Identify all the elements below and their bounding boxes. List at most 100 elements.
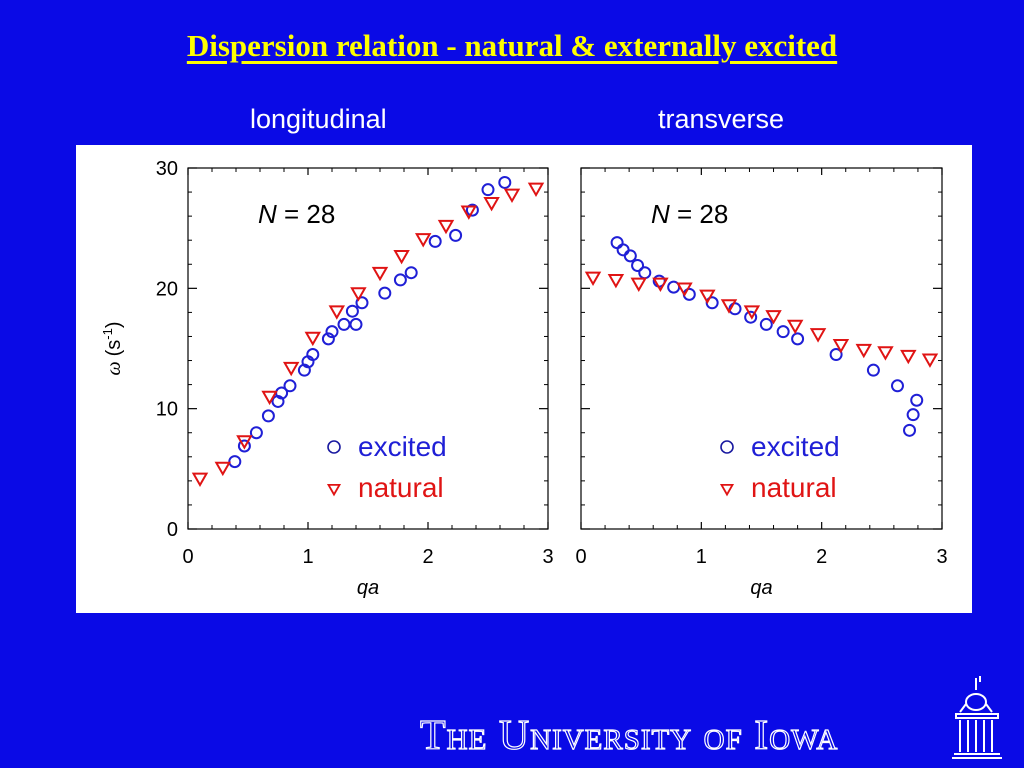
point-excited <box>481 183 495 197</box>
university-wordmark: The University of Iowa <box>419 712 839 759</box>
dispersion-figure: 0 1 2 3 0 10 20 30 qa ω (s-1) N = 28 excited natural… <box>76 145 972 613</box>
y-tick-label: 10 <box>156 399 178 421</box>
point-natural <box>786 319 804 335</box>
point-excited <box>616 243 630 257</box>
y-tick-label: 0 <box>167 519 178 541</box>
legend-marker-excited <box>327 440 341 454</box>
point-excited <box>355 296 369 310</box>
point-excited <box>349 317 363 331</box>
plot-frame-1 <box>580 167 943 530</box>
point-excited <box>337 317 351 331</box>
point-natural <box>282 361 300 377</box>
legend-marker-natural <box>719 483 735 497</box>
point-excited <box>791 332 805 346</box>
point-excited <box>306 348 320 362</box>
n-annotation: N = 28 <box>651 199 728 229</box>
point-excited <box>759 317 773 331</box>
point-natural <box>809 328 827 343</box>
x-axis-label: qa <box>750 577 772 599</box>
point-excited <box>321 332 335 346</box>
y-tick-label: 30 <box>156 158 178 180</box>
point-excited <box>325 325 339 339</box>
point-natural <box>304 331 322 347</box>
point-natural <box>261 390 278 406</box>
point-excited <box>449 228 463 242</box>
n-annotation: N = 28 <box>258 199 335 229</box>
point-natural <box>877 346 894 361</box>
point-natural <box>607 274 625 289</box>
x-tick-label: 0 <box>575 546 586 568</box>
panel-title-longitudinal: longitudinal <box>250 104 387 134</box>
point-natural <box>460 205 478 220</box>
legend-marker-excited <box>720 440 734 454</box>
point-excited <box>866 363 880 377</box>
point-natural <box>236 435 253 450</box>
point-natural <box>371 266 389 282</box>
point-natural <box>191 472 209 487</box>
point-excited <box>237 439 251 453</box>
x-tick-label: 3 <box>542 546 553 568</box>
x-tick-label: 1 <box>302 546 313 568</box>
y-tick-label: 20 <box>156 278 178 300</box>
point-excited <box>906 408 920 422</box>
point-excited <box>345 304 359 318</box>
point-natural <box>503 188 521 203</box>
point-excited <box>610 236 624 250</box>
point-natural <box>900 349 917 365</box>
point-excited <box>638 266 652 280</box>
point-excited <box>890 379 904 393</box>
slide-title: Dispersion relation - natural & external… <box>186 28 838 63</box>
point-excited <box>261 409 275 423</box>
point-natural <box>437 219 455 235</box>
point-excited <box>910 393 924 407</box>
plot-frame-0 <box>187 167 549 530</box>
point-natural <box>855 343 873 359</box>
point-natural <box>214 461 232 477</box>
point-excited <box>829 348 843 362</box>
point-natural <box>699 289 716 305</box>
legend-label-natural: natural <box>358 472 444 503</box>
legend-marker-natural <box>326 483 342 497</box>
point-natural <box>393 249 410 265</box>
point-excited <box>623 249 637 263</box>
point-natural <box>414 233 432 248</box>
point-natural <box>676 282 693 297</box>
point-natural <box>652 277 669 293</box>
point-natural <box>720 299 738 314</box>
point-natural <box>832 339 850 354</box>
point-excited <box>404 266 418 280</box>
point-excited <box>903 423 917 437</box>
point-natural <box>630 277 647 293</box>
point-natural <box>527 182 545 197</box>
legend-label-excited: excited <box>751 431 840 462</box>
y-axis-label: ω (s-1) <box>100 321 125 375</box>
x-tick-label: 1 <box>696 546 707 568</box>
x-tick-label: 2 <box>422 546 433 568</box>
point-excited <box>776 325 790 339</box>
panel-title-transverse: transverse <box>658 104 785 134</box>
point-excited <box>428 234 442 248</box>
legend-label-excited: excited <box>358 431 447 462</box>
point-excited <box>378 286 392 300</box>
point-natural <box>483 197 500 212</box>
old-capitol-logo-icon <box>952 676 1002 759</box>
point-excited <box>744 310 758 324</box>
legend-label-natural: natural <box>751 472 837 503</box>
point-natural <box>743 305 761 320</box>
x-axis-label: qa <box>357 577 379 599</box>
point-excited <box>631 258 645 272</box>
point-excited <box>498 175 512 189</box>
x-tick-label: 2 <box>816 546 827 568</box>
point-excited <box>249 426 263 440</box>
point-excited <box>228 455 242 469</box>
point-natural <box>328 305 346 320</box>
point-excited <box>283 379 297 393</box>
point-excited <box>465 203 479 217</box>
point-natural <box>921 353 939 368</box>
x-tick-label: 0 <box>182 546 193 568</box>
point-natural <box>350 287 367 302</box>
point-natural <box>584 271 602 287</box>
point-natural <box>765 310 782 325</box>
point-excited <box>393 273 407 287</box>
